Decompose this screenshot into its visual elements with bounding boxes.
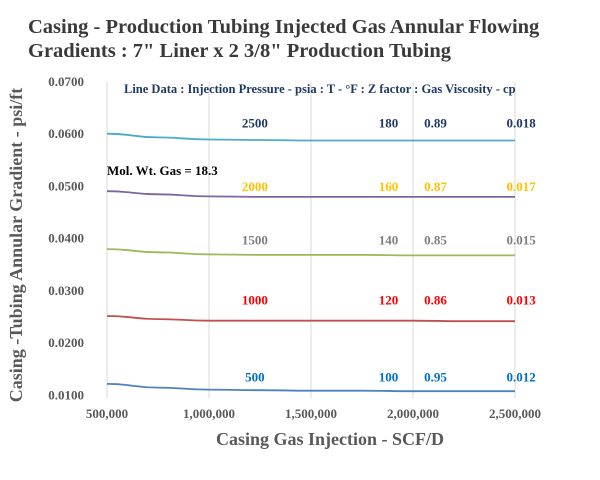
line-data-label: 0.018	[506, 115, 536, 130]
line-data-label: 120	[379, 293, 399, 308]
line-data-label: 2000	[242, 179, 268, 194]
line-data-label: 0.86	[424, 293, 447, 308]
y-axis-title: Casing -Tubing Annular Gradient - psi/ft	[6, 88, 26, 403]
line-data-label: 180	[379, 115, 399, 130]
line-data-label: 1000	[242, 293, 268, 308]
x-tick-label: 1,000,000	[183, 406, 235, 421]
y-tick-label: 0.0500	[48, 178, 84, 193]
y-tick-label: 0.0100	[48, 387, 84, 402]
series-line-2500	[106, 132, 515, 142]
line-data-label: 0.013	[506, 293, 536, 308]
line-data-label: 140	[379, 232, 399, 247]
line-data-label: 0.87	[424, 179, 447, 194]
line-data-label: 0.015	[506, 232, 536, 247]
line-data-label: 2500	[242, 115, 268, 130]
chart-title-line-1: Casing - Production Tubing Injected Gas …	[28, 16, 540, 38]
line-data-label: 0.012	[506, 369, 535, 384]
line-data-label: 100	[379, 369, 399, 384]
line-data-label: 0.85	[424, 232, 447, 247]
y-tick-label: 0.0600	[48, 126, 84, 141]
x-tick-label: 500,000	[86, 406, 128, 421]
y-tick-label: 0.0300	[48, 283, 84, 298]
axis-ticks: 500,000 1,000,000 1,500,000 2,000,000 2,500,…	[48, 74, 541, 421]
series-lines	[106, 132, 515, 393]
line-data-label: 1500	[242, 232, 268, 247]
series-line-1500	[106, 248, 515, 257]
y-tick-label: 0.0200	[48, 335, 84, 350]
y-tick-label: 0.0700	[48, 74, 84, 89]
x-axis-title: Casing Gas Injection - SCF/D	[216, 429, 444, 449]
line-data-labels: 2500 180 0.89 0.018 2000 160 0.87 0.017 1500 140 0…	[242, 115, 536, 384]
line-data-label: 0.95	[424, 369, 447, 384]
series-line-2000	[106, 190, 515, 198]
line-data-label: 160	[379, 179, 399, 194]
line-data-label: 500	[245, 369, 265, 384]
line-data-label: 0.017	[506, 179, 536, 194]
x-tick-label: 2,500,000	[489, 406, 541, 421]
mol-weight-note: Mol. Wt. Gas = 18.3	[107, 163, 218, 178]
line-data-label: 0.89	[424, 115, 447, 130]
series-line-1000	[106, 315, 515, 323]
y-tick-label: 0.0400	[48, 231, 84, 246]
series-line-500	[106, 383, 515, 393]
chart-title-line-2: Gradients : 7" Liner x 2 3/8" Production…	[28, 40, 452, 62]
x-tick-label: 2,000,000	[387, 406, 439, 421]
line-data-header: Line Data : Injection Pressure - psia : …	[124, 82, 516, 96]
x-tick-label: 1,500,000	[285, 406, 337, 421]
grid	[106, 82, 516, 398]
